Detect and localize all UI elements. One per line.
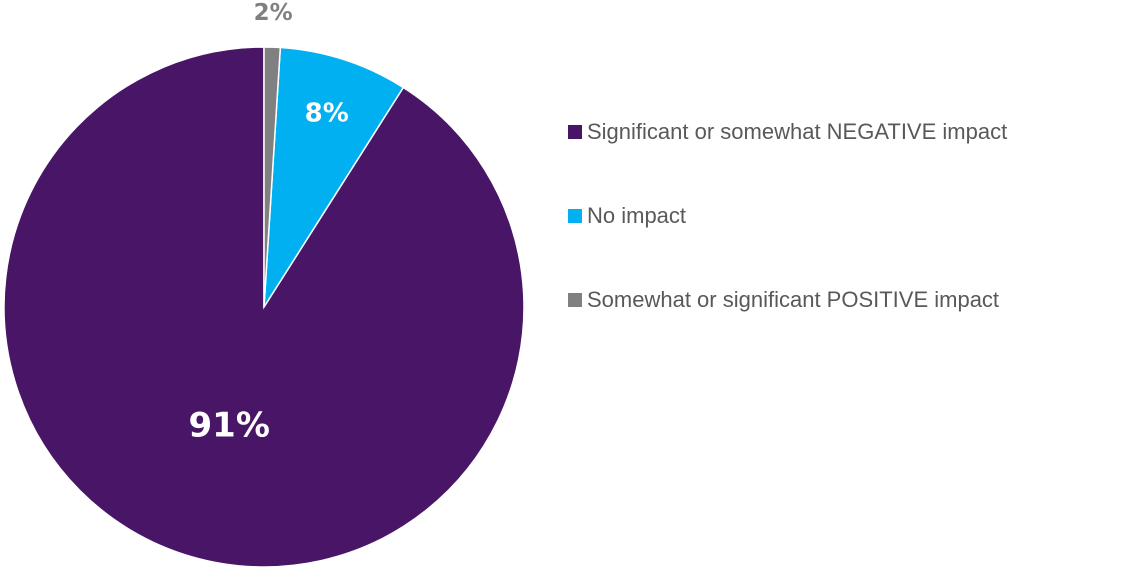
data-label-positive-impact: 2% (254, 0, 293, 26)
legend-label-no-impact: No impact (587, 203, 687, 228)
pie-slice-positive-impact (263, 46, 282, 308)
legend-swatch-positive-impact (568, 293, 582, 307)
legend-item-negative-impact: Significant or somewhat NEGATIVE impact (568, 90, 1007, 174)
data-label-negative-impact: 91% (189, 405, 270, 445)
legend-swatch-no-impact (568, 209, 582, 223)
legend-swatch-negative-impact (568, 125, 582, 139)
legend-label-positive-impact: Somewhat or significant POSITIVE impact (587, 287, 1000, 312)
data-label-no-impact: 8% (305, 99, 349, 129)
pie-slice-no-impact (263, 46, 405, 308)
legend-label-negative-impact: Significant or somewhat NEGATIVE impact (587, 119, 1008, 144)
legend-item-positive-impact: Somewhat or significant POSITIVE impact (568, 258, 1007, 342)
legend-item-no-impact: No impact (568, 174, 1007, 258)
legend: Significant or somewhat NEGATIVE impact … (568, 90, 1007, 342)
